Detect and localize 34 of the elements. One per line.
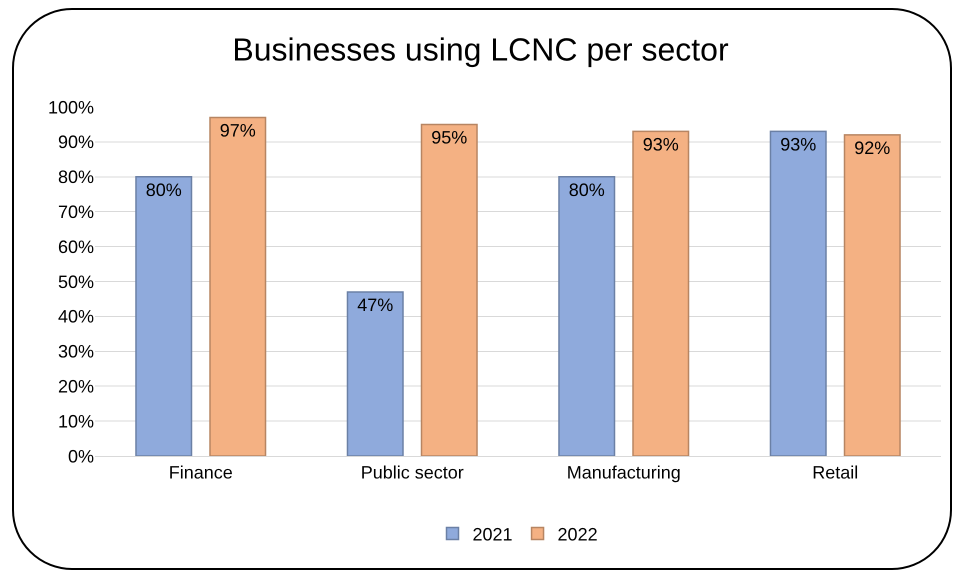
legend-label: 2021	[472, 524, 513, 545]
data-label: 93%	[780, 134, 816, 154]
data-label: 92%	[854, 138, 890, 158]
data-label: 80%	[146, 180, 182, 200]
y-tick-label: 90%	[58, 132, 94, 152]
y-tick-label: 70%	[58, 202, 94, 222]
y-tick-label: 100%	[48, 97, 94, 118]
y-tick-label: 80%	[58, 167, 94, 188]
bar	[770, 130, 827, 456]
legend-label: 2022	[558, 524, 598, 545]
bar	[420, 124, 478, 456]
bar	[135, 176, 192, 456]
bar	[558, 176, 616, 456]
y-tick-label: 10%	[58, 411, 94, 432]
data-label: 47%	[357, 294, 394, 315]
y-tick-label: 20%	[58, 376, 94, 396]
x-tick-label: Finance	[168, 462, 233, 483]
data-label: 80%	[568, 180, 605, 200]
bar	[632, 130, 690, 456]
x-tick-label: Public sector	[360, 462, 464, 483]
data-label: 97%	[220, 120, 256, 140]
bar	[209, 116, 266, 456]
y-tick-label: 50%	[58, 272, 94, 292]
data-label: 93%	[642, 134, 679, 154]
y-tick-label: 40%	[58, 306, 94, 327]
chart-title: Businesses using LCNC per sector	[232, 31, 729, 68]
y-tick-label: 60%	[58, 236, 94, 257]
x-tick-label: Manufacturing	[566, 462, 681, 483]
y-tick-label: 0%	[68, 446, 94, 466]
bar	[346, 291, 404, 456]
x-tick-label: Retail	[812, 462, 858, 483]
bar	[844, 134, 901, 456]
data-label: 95%	[431, 127, 468, 148]
y-tick-label: 30%	[58, 342, 94, 362]
